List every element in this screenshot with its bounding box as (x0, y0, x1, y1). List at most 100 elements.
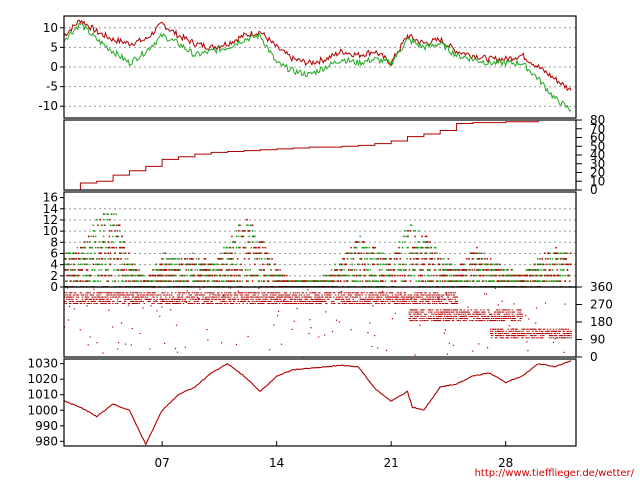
wind-speed-dot (247, 280, 249, 282)
wind-direction-dot (456, 316, 458, 317)
wind-direction-dot (398, 297, 400, 298)
wind-speed-dot (357, 280, 359, 282)
wind-direction-dot (103, 299, 105, 300)
wind-speed-dot (80, 258, 82, 260)
wind-speed-dot (551, 275, 553, 277)
wind-direction-dot (214, 297, 216, 298)
wind-direction-dot (326, 303, 328, 304)
wind-speed-dot (113, 225, 115, 227)
wind-direction-dot (434, 295, 436, 296)
wind-direction-dot (346, 292, 348, 293)
wind-speed-dot (129, 280, 131, 282)
wind-direction-dot (430, 299, 432, 300)
wind-direction-dot (428, 312, 430, 313)
wind-speed-dot (414, 269, 416, 271)
wind-direction-dot (169, 295, 171, 296)
wind-direction-dot (416, 320, 418, 321)
wind-speed-dot (403, 264, 405, 266)
wind-speed-dot (105, 264, 107, 266)
wind-direction-dot (303, 303, 305, 304)
wind-direction-dot (265, 301, 267, 302)
wind-direction-dot (105, 303, 107, 304)
wind-direction-dot (375, 292, 377, 293)
wind-direction-dot (264, 292, 266, 293)
wind-speed-dot (185, 269, 187, 271)
wind-direction-dot (236, 303, 238, 304)
wind-direction-dot (208, 299, 209, 300)
wind-direction-dot (113, 301, 115, 302)
wind-direction-dot (436, 314, 438, 315)
wind-direction-dot (436, 316, 438, 317)
wind-direction-dot (466, 318, 468, 319)
wind-direction-dot (269, 303, 271, 304)
wind-direction-dot (453, 318, 455, 319)
wind-direction-dot (89, 303, 91, 304)
wind-speed-dot (248, 236, 250, 238)
wind-speed-dot (482, 264, 484, 266)
wind-direction-dot (224, 301, 226, 302)
wind-direction-dot (455, 292, 457, 293)
wind-direction-dot (159, 316, 160, 317)
wind-speed-dot (466, 258, 468, 260)
wind-direction-dot (295, 292, 297, 293)
wind-speed-dot (271, 258, 273, 260)
wind-speed-dot (539, 258, 541, 260)
wind-direction-dot (540, 329, 542, 330)
wind-speed-dot (373, 264, 375, 266)
wind-direction-dot (370, 295, 372, 296)
wind-speed-dot (371, 258, 373, 260)
wind-direction-dot (508, 337, 510, 338)
wind-direction-dot (238, 299, 240, 300)
wind-speed-dot (118, 236, 120, 238)
wind-speed-dot (110, 253, 112, 255)
wind-direction-dot (179, 297, 181, 298)
wind-direction-dot (193, 299, 195, 300)
wind-speed-dot (89, 280, 91, 282)
wind-speed-dot (418, 241, 420, 243)
wind-speed-dot (205, 264, 207, 266)
wind-direction-dot (373, 297, 375, 298)
wind-direction-dot (492, 331, 494, 332)
wind-direction-dot (508, 312, 510, 313)
wind-direction-dot (532, 335, 534, 336)
wind-speed-dot (338, 280, 340, 282)
wind-direction-dot (87, 299, 89, 300)
wind-direction-dot (386, 292, 388, 293)
wind-direction-dot (364, 299, 366, 300)
wind-speed-dot (114, 230, 116, 232)
wind-direction-dot (420, 314, 422, 315)
wind-direction-dot (525, 315, 526, 316)
wind-direction-dot (224, 292, 226, 293)
wind-speed-dot (261, 280, 263, 282)
wind-direction-dot (508, 318, 510, 319)
wind-direction-dot (322, 299, 324, 300)
wind-direction-dot (553, 337, 555, 338)
wind-direction-dot (432, 301, 434, 302)
wind-speed-dot (263, 269, 265, 271)
wind-direction-dot (205, 297, 206, 298)
wind-direction-dot (361, 295, 363, 296)
wind-speed-dot (490, 258, 492, 260)
wind-direction-dot (129, 299, 131, 300)
wind-direction-dot (517, 312, 519, 313)
wind-direction-dot (483, 318, 485, 319)
wind-speed-dot (351, 253, 353, 255)
wind-speed-dot (254, 236, 256, 238)
wind-direction-dot (339, 322, 340, 323)
wind-direction-dot (140, 295, 142, 296)
wind-speed-dot (101, 253, 103, 255)
wind-direction-dot (498, 305, 499, 306)
wind-speed-dot (254, 264, 256, 266)
wind-direction-dot (410, 314, 412, 315)
wind-direction-dot (171, 295, 173, 296)
wind-speed-dot (487, 258, 489, 260)
wind-speed-dot (479, 253, 481, 255)
wind-direction-dot (359, 297, 361, 298)
wind-direction-dot (453, 345, 454, 346)
wind-direction-dot (515, 320, 517, 321)
wind-direction-dot (221, 292, 223, 293)
wind-direction-dot (112, 303, 114, 304)
wind-speed-dot (245, 269, 247, 271)
wind-speed-dot (248, 258, 250, 260)
wind-direction-dot (401, 295, 403, 296)
